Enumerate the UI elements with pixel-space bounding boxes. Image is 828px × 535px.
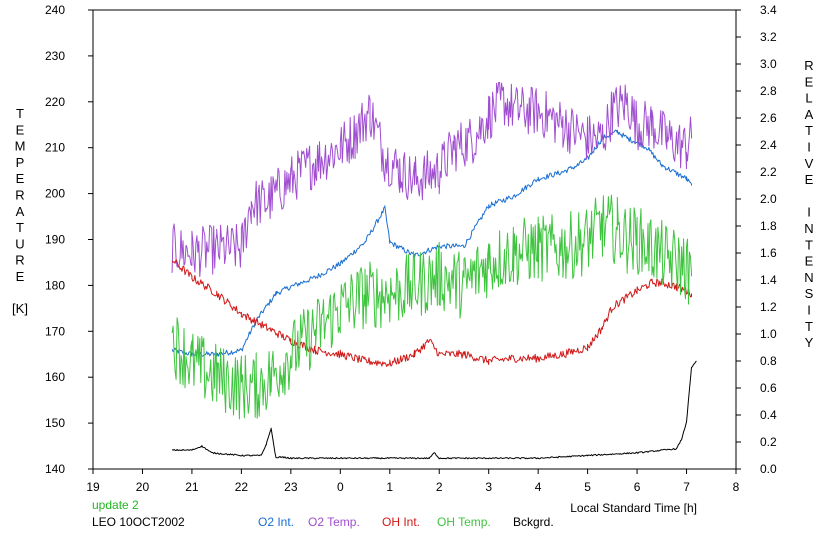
y-left-tick-label: 160	[45, 370, 65, 384]
y-right-tick-label: 0.4	[760, 408, 777, 422]
x-axis-label: Local Standard Time [h]	[570, 501, 697, 515]
y-left-tick-label: 200	[45, 187, 65, 201]
y-right-tick-label: 3.0	[760, 57, 777, 71]
y-label-right-letter: T	[805, 123, 813, 138]
y-right-tick-label: 1.4	[760, 273, 777, 287]
y-label-right-letter: L	[805, 91, 812, 106]
x-tick-label: 20	[136, 480, 150, 494]
y-right-tick-label: 2.6	[760, 111, 777, 125]
legend-oh-temp: OH Temp.	[437, 515, 491, 529]
y-right-tick-label: 1.2	[760, 300, 777, 314]
y-label-left-letter: T	[16, 106, 24, 121]
y-right-tick-label: 0.2	[760, 435, 777, 449]
y-right-tick-label: 0.6	[760, 381, 777, 395]
legend-oh-int: OH Int.	[382, 515, 420, 529]
y-label-right-letter: A	[805, 107, 814, 122]
y-label-right-letter: I	[807, 140, 811, 155]
y-right-tick-label: 1.0	[760, 327, 777, 341]
y-right-tick-label: 0.8	[760, 354, 777, 368]
y-label-left-letter: T	[16, 220, 24, 235]
x-tick-label: 22	[235, 480, 249, 494]
update-label: update 2	[92, 498, 139, 512]
y-right-tick-label: 3.4	[760, 3, 777, 17]
station-date-label: LEO 10OCT2002	[92, 515, 185, 529]
y-left-tick-label: 180	[45, 278, 65, 292]
y-label-left-letter: M	[15, 139, 26, 154]
y-label-left-unit: [K]	[12, 301, 28, 316]
legend-bckgrd: Bckgrd.	[513, 515, 554, 529]
x-tick-label: 5	[584, 480, 591, 494]
y-label-right-letter: E	[805, 74, 814, 89]
legend-o2-temp: O2 Temp.	[308, 515, 360, 529]
series-line-o2-temp	[171, 81, 692, 278]
y-label-left-letter: E	[16, 122, 25, 137]
y-right-tick-label: 0.0	[760, 462, 777, 476]
y-label-right-letter: T	[805, 237, 813, 252]
y-left-tick-label: 140	[45, 462, 65, 476]
y-left-tick-label: 150	[45, 416, 65, 430]
y-label-right-letter: I	[807, 303, 811, 318]
y-left-tick-label: 240	[45, 3, 65, 17]
y-label-left-letter: E	[16, 171, 25, 186]
y-label-right-letter: R	[804, 58, 813, 73]
y-label-right-letter: Y	[805, 335, 814, 350]
y-label-left-letter: A	[16, 204, 25, 219]
x-tick-label: 23	[284, 480, 298, 494]
series-line-oh-int	[171, 259, 692, 368]
y-label-right-letter: V	[805, 156, 814, 171]
y-right-tick-label: 2.0	[760, 192, 777, 206]
y-label-right-letter: T	[805, 319, 813, 334]
y-right-tick-label: 2.4	[760, 138, 777, 152]
y-label-left-letter: E	[16, 269, 25, 284]
y-label-right-letter: I	[807, 205, 811, 220]
y-left-tick-label: 170	[45, 324, 65, 338]
y-label-left-letter: U	[15, 236, 24, 251]
y-left-tick-label: 210	[45, 141, 65, 155]
y-right-tick-label: 2.2	[760, 165, 777, 179]
x-tick-label: 6	[634, 480, 641, 494]
x-tick-label: 0	[337, 480, 344, 494]
y-label-right-letter: E	[805, 172, 814, 187]
plot-lines	[171, 81, 697, 460]
y-label-right-letter: S	[805, 286, 814, 301]
y-right-tick-label: 2.8	[760, 84, 777, 98]
y-left-tick-label: 230	[45, 49, 65, 63]
x-tick-label: 3	[485, 480, 492, 494]
series-line-oh-temp	[171, 194, 692, 420]
x-axis: 19 20 21 22 23 0 1 2 3 4 5 6 7 8	[86, 469, 740, 494]
x-tick-label: 19	[86, 480, 100, 494]
y-label-right-letter: N	[804, 221, 813, 236]
y-label-right-letter: E	[805, 254, 814, 269]
x-tick-label: 21	[185, 480, 199, 494]
y-label-left-letter: R	[15, 253, 24, 268]
y-label-right-letter: N	[804, 270, 813, 285]
y-right-tick-label: 1.8	[760, 219, 777, 233]
x-tick-label: 8	[733, 480, 740, 494]
x-tick-label: 2	[436, 480, 443, 494]
legend-o2-int: O2 Int.	[258, 515, 294, 529]
y-label-left-letter: R	[15, 188, 24, 203]
y-right-tick-label: 3.2	[760, 30, 777, 44]
y-label-left-letter: P	[16, 155, 25, 170]
y-left-tick-label: 190	[45, 233, 65, 247]
y-left-tick-label: 220	[45, 95, 65, 109]
x-tick-label: 4	[535, 480, 542, 494]
series-line-o2-int	[171, 129, 692, 357]
y-axis-left: 140 150 160 170 180 190 200 210 220 230 240	[45, 3, 93, 476]
y-right-tick-label: 1.6	[760, 246, 777, 260]
y-axis-right: 0.0 0.2 0.4 0.6 0.8 1.0 1.2 1.4 1.6 1.8 2.0 2.2 2.4 2…	[736, 3, 777, 476]
series-line-bckgrd	[171, 360, 697, 460]
x-tick-label: 7	[683, 480, 690, 494]
x-tick-label: 1	[386, 480, 393, 494]
